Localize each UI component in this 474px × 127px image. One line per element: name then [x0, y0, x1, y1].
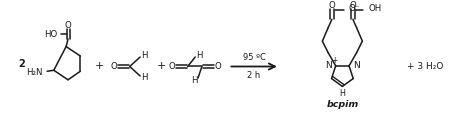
Text: 2 h: 2 h: [247, 72, 261, 81]
Text: OH: OH: [368, 4, 381, 13]
Text: bcpim: bcpim: [326, 100, 358, 109]
Text: H: H: [141, 51, 147, 60]
Text: O: O: [168, 62, 175, 71]
Text: H: H: [191, 76, 198, 85]
Text: 95 ºC: 95 ºC: [243, 52, 265, 61]
Text: +: +: [95, 61, 104, 72]
Text: H₂N: H₂N: [26, 68, 42, 77]
Text: O: O: [64, 21, 72, 30]
Text: H: H: [339, 89, 346, 98]
Text: +: +: [156, 61, 166, 72]
Text: H: H: [141, 73, 147, 82]
Text: 2: 2: [18, 59, 26, 69]
Text: O⁻: O⁻: [348, 4, 359, 13]
Text: + 3 H₂O: + 3 H₂O: [407, 62, 443, 71]
Text: O: O: [215, 62, 221, 71]
Text: O: O: [328, 1, 335, 10]
Text: H: H: [196, 51, 202, 60]
Text: N: N: [325, 61, 332, 70]
Text: O: O: [349, 1, 356, 10]
Text: +: +: [331, 56, 338, 65]
Text: HO: HO: [45, 30, 57, 39]
Text: N: N: [353, 61, 360, 70]
Text: O: O: [110, 62, 117, 71]
